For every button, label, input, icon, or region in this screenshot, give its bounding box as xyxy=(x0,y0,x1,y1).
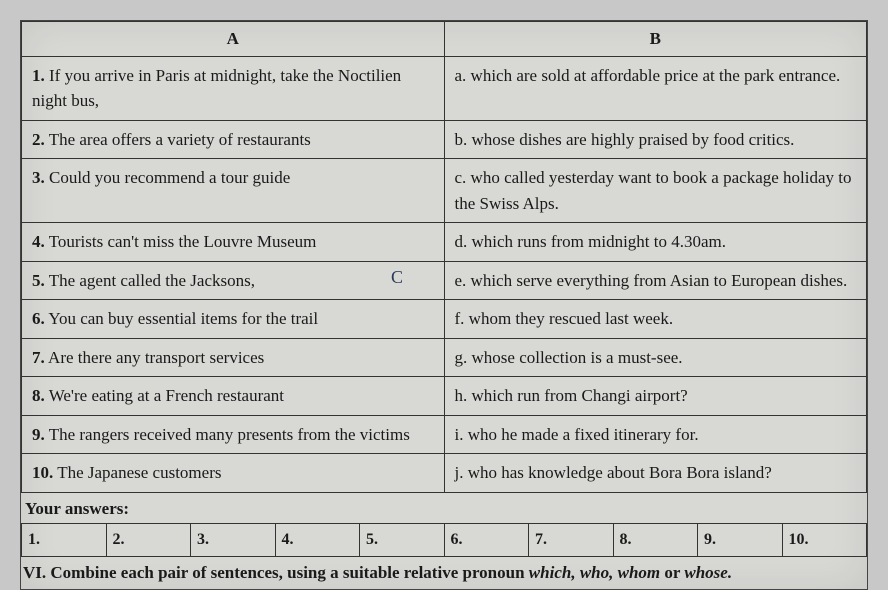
answer-cell: 7. xyxy=(529,523,614,556)
cell-b: b. whose dishes are highly praised by fo… xyxy=(444,120,867,159)
row-text-b: whose collection is a must-see. xyxy=(467,348,682,367)
cell-b: j. who has knowledge about Bora Bora isl… xyxy=(444,454,867,493)
cell-a: 9. The rangers received many presents fr… xyxy=(22,415,445,454)
answer-cell: 8. xyxy=(613,523,698,556)
row-text-b: who called yesterday want to book a pack… xyxy=(455,168,852,213)
row-num: 9. xyxy=(32,425,45,444)
cell-a: 7. Are there any transport services xyxy=(22,338,445,377)
row-label-b: a. xyxy=(455,66,467,85)
row-text-b: which are sold at affordable price at th… xyxy=(466,66,840,85)
cell-b: h. which run from Changi airport? xyxy=(444,377,867,416)
instruction-or: or xyxy=(660,563,684,582)
row-text-a: We're eating at a French restaurant xyxy=(45,386,284,405)
cell-b: a. which are sold at affordable price at… xyxy=(444,56,867,120)
table-row: 5. The agent called the Jacksons, e. whi… xyxy=(22,261,867,300)
row-num: 1. xyxy=(32,66,45,85)
row-text-b: who has knowledge about Bora Bora island… xyxy=(463,463,771,482)
answer-cell: 9. xyxy=(698,523,783,556)
table-row: 3. Could you recommend a tour guide c. w… xyxy=(22,159,867,223)
table-row: 4. Tourists can't miss the Louvre Museum… xyxy=(22,223,867,262)
instruction-text: Combine each pair of sentences, using a … xyxy=(46,563,529,582)
cell-a: 2. The area offers a variety of restaura… xyxy=(22,120,445,159)
table-row: 1. If you arrive in Paris at midnight, t… xyxy=(22,56,867,120)
cell-b: f. whom they rescued last week. xyxy=(444,300,867,339)
row-label-b: e. xyxy=(455,271,467,290)
row-text-a: Are there any transport services xyxy=(45,348,265,367)
row-text-a: The rangers received many presents from … xyxy=(45,425,410,444)
cell-a: 8. We're eating at a French restaurant xyxy=(22,377,445,416)
cell-a: 1. If you arrive in Paris at midnight, t… xyxy=(22,56,445,120)
table-row: 8. We're eating at a French restaurant h… xyxy=(22,377,867,416)
row-text-b: which run from Changi airport? xyxy=(467,386,687,405)
row-text-a: Could you recommend a tour guide xyxy=(45,168,291,187)
answer-cell: 4. xyxy=(275,523,360,556)
table-row: 9. The rangers received many presents fr… xyxy=(22,415,867,454)
answer-cell: 10. xyxy=(782,523,867,556)
row-num: 10. xyxy=(32,463,53,482)
instruction-line: VI. Combine each pair of sentences, usin… xyxy=(21,557,867,589)
answers-row: 1. 2. 3. 4. 5. 6. 7. 8. 9. 10. xyxy=(22,523,867,556)
row-label-b: b. xyxy=(455,130,468,149)
row-num: 5. xyxy=(32,271,45,290)
row-text-b: whose dishes are highly praised by food … xyxy=(467,130,794,149)
header-a: A xyxy=(22,22,445,57)
row-text-b: whom they rescued last week. xyxy=(464,309,673,328)
section-number: VI. xyxy=(23,563,46,582)
cell-b: e. which serve everything from Asian to … xyxy=(444,261,867,300)
header-b: B xyxy=(444,22,867,57)
cell-b: g. whose collection is a must-see. xyxy=(444,338,867,377)
row-text-b: which serve everything from Asian to Eur… xyxy=(466,271,847,290)
answer-cell: 6. xyxy=(444,523,529,556)
cell-a: 10. The Japanese customers xyxy=(22,454,445,493)
cell-a: 5. The agent called the Jacksons, xyxy=(22,261,445,300)
cell-a: 6. You can buy essential items for the t… xyxy=(22,300,445,339)
row-num: 4. xyxy=(32,232,45,251)
table-row: 10. The Japanese customers j. who has kn… xyxy=(22,454,867,493)
row-label-b: g. xyxy=(455,348,468,367)
row-text-a: If you arrive in Paris at midnight, take… xyxy=(32,66,401,111)
row-num: 7. xyxy=(32,348,45,367)
table-row: 2. The area offers a variety of restaura… xyxy=(22,120,867,159)
worksheet-paper: A B 1. If you arrive in Paris at midnigh… xyxy=(20,20,868,590)
row-label-b: d. xyxy=(455,232,468,251)
answer-cell: 1. xyxy=(22,523,107,556)
row-text-b: which runs from midnight to 4.30am. xyxy=(467,232,726,251)
header-row: A B xyxy=(22,22,867,57)
row-text-a: The agent called the Jacksons, xyxy=(45,271,255,290)
row-text-a: Tourists can't miss the Louvre Museum xyxy=(45,232,317,251)
row-num: 8. xyxy=(32,386,45,405)
row-text-b: who he made a fixed itinerary for. xyxy=(463,425,698,444)
cell-b: d. which runs from midnight to 4.30am. xyxy=(444,223,867,262)
cell-a: 3. Could you recommend a tour guide xyxy=(22,159,445,223)
cell-a: 4. Tourists can't miss the Louvre Museum xyxy=(22,223,445,262)
row-num: 3. xyxy=(32,168,45,187)
answer-cell: 2. xyxy=(106,523,191,556)
table-row: 7. Are there any transport services g. w… xyxy=(22,338,867,377)
row-label-b: h. xyxy=(455,386,468,405)
answer-cell: 5. xyxy=(360,523,445,556)
answers-table: 1. 2. 3. 4. 5. 6. 7. 8. 9. 10. xyxy=(21,523,867,557)
cell-b: i. who he made a fixed itinerary for. xyxy=(444,415,867,454)
table-row: 6. You can buy essential items for the t… xyxy=(22,300,867,339)
instruction-italics: which, who, whom xyxy=(529,563,660,582)
row-text-a: The area offers a variety of restaurants xyxy=(45,130,311,149)
row-num: 6. xyxy=(32,309,45,328)
row-text-a: The Japanese customers xyxy=(53,463,221,482)
row-label-b: f. xyxy=(455,309,465,328)
row-num: 2. xyxy=(32,130,45,149)
matching-table: A B 1. If you arrive in Paris at midnigh… xyxy=(21,21,867,493)
instruction-last-italic: whose. xyxy=(684,563,732,582)
your-answers-label: Your answers: xyxy=(21,493,867,523)
cell-b: c. who called yesterday want to book a p… xyxy=(444,159,867,223)
answer-cell: 3. xyxy=(191,523,276,556)
row-label-b: c. xyxy=(455,168,467,187)
row-text-a: You can buy essential items for the trai… xyxy=(45,309,318,328)
